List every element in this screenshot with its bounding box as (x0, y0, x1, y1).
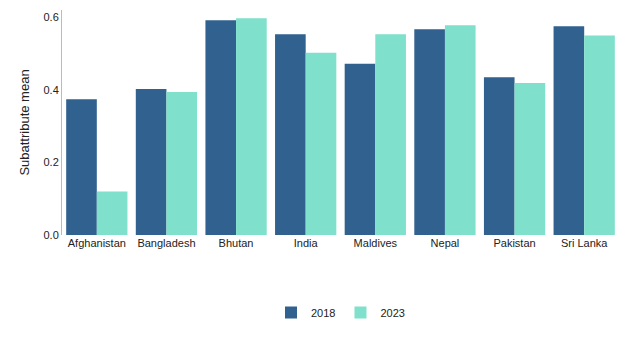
svg-text:Bangladesh: Bangladesh (137, 237, 195, 249)
svg-text:Nepal: Nepal (431, 237, 460, 249)
svg-text:0.0: 0.0 (44, 229, 59, 241)
svg-text:0.6: 0.6 (44, 11, 59, 23)
svg-text:Sri Lanka: Sri Lanka (561, 237, 608, 249)
svg-text:Bhutan: Bhutan (219, 237, 254, 249)
svg-text:Pakistan: Pakistan (493, 237, 535, 249)
svg-text:0.2: 0.2 (44, 156, 59, 168)
svg-text:2018: 2018 (311, 307, 335, 319)
svg-text:Maldives: Maldives (354, 237, 398, 249)
svg-text:0.4: 0.4 (44, 84, 59, 96)
svg-text:Subattribute mean: Subattribute mean (17, 69, 32, 175)
svg-text:2023: 2023 (380, 307, 404, 319)
svg-text:India: India (294, 237, 319, 249)
svg-text:Afghanistan: Afghanistan (68, 237, 126, 249)
